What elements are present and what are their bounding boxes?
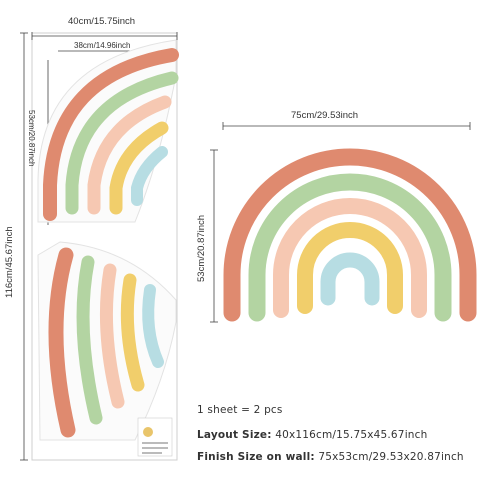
- rainbow-height-label: 53cm/20.87inch: [196, 214, 207, 282]
- finish-size-line: Finish Size on wall: 75x53cm/29.53x20.87…: [197, 451, 464, 463]
- layout-size-value: 40x116cm/15.75x45.67inch: [275, 429, 428, 441]
- sheet-width-label: 40cm/15.75inch: [68, 16, 136, 27]
- rainbow-width-label: 75cm/29.53inch: [291, 110, 359, 121]
- assembled-rainbow: [223, 148, 477, 322]
- sticker-sheet-outline: [31, 32, 178, 461]
- layout-size-label: Layout Size:: [197, 429, 272, 441]
- layout-size-line: Layout Size: 40x116cm/15.75x45.67inch: [197, 429, 428, 441]
- sheet-height-label: 116cm/45.67inch: [4, 226, 15, 298]
- sheet-piece-bottom-rainbow: [48, 247, 164, 438]
- finish-size-label: Finish Size on wall:: [197, 451, 315, 463]
- sheet-label: [137, 417, 173, 457]
- sheet-piece-top-rainbow: [43, 48, 179, 221]
- finish-size-value: 75x53cm/29.53x20.87inch: [318, 451, 464, 463]
- sheet-arc-height-label: 53cm/20.87inch: [27, 110, 36, 167]
- sheet-count-text: 1 sheet = 2 pcs: [197, 404, 283, 416]
- sheet-inner-width-label: 38cm/14.96inch: [74, 41, 131, 50]
